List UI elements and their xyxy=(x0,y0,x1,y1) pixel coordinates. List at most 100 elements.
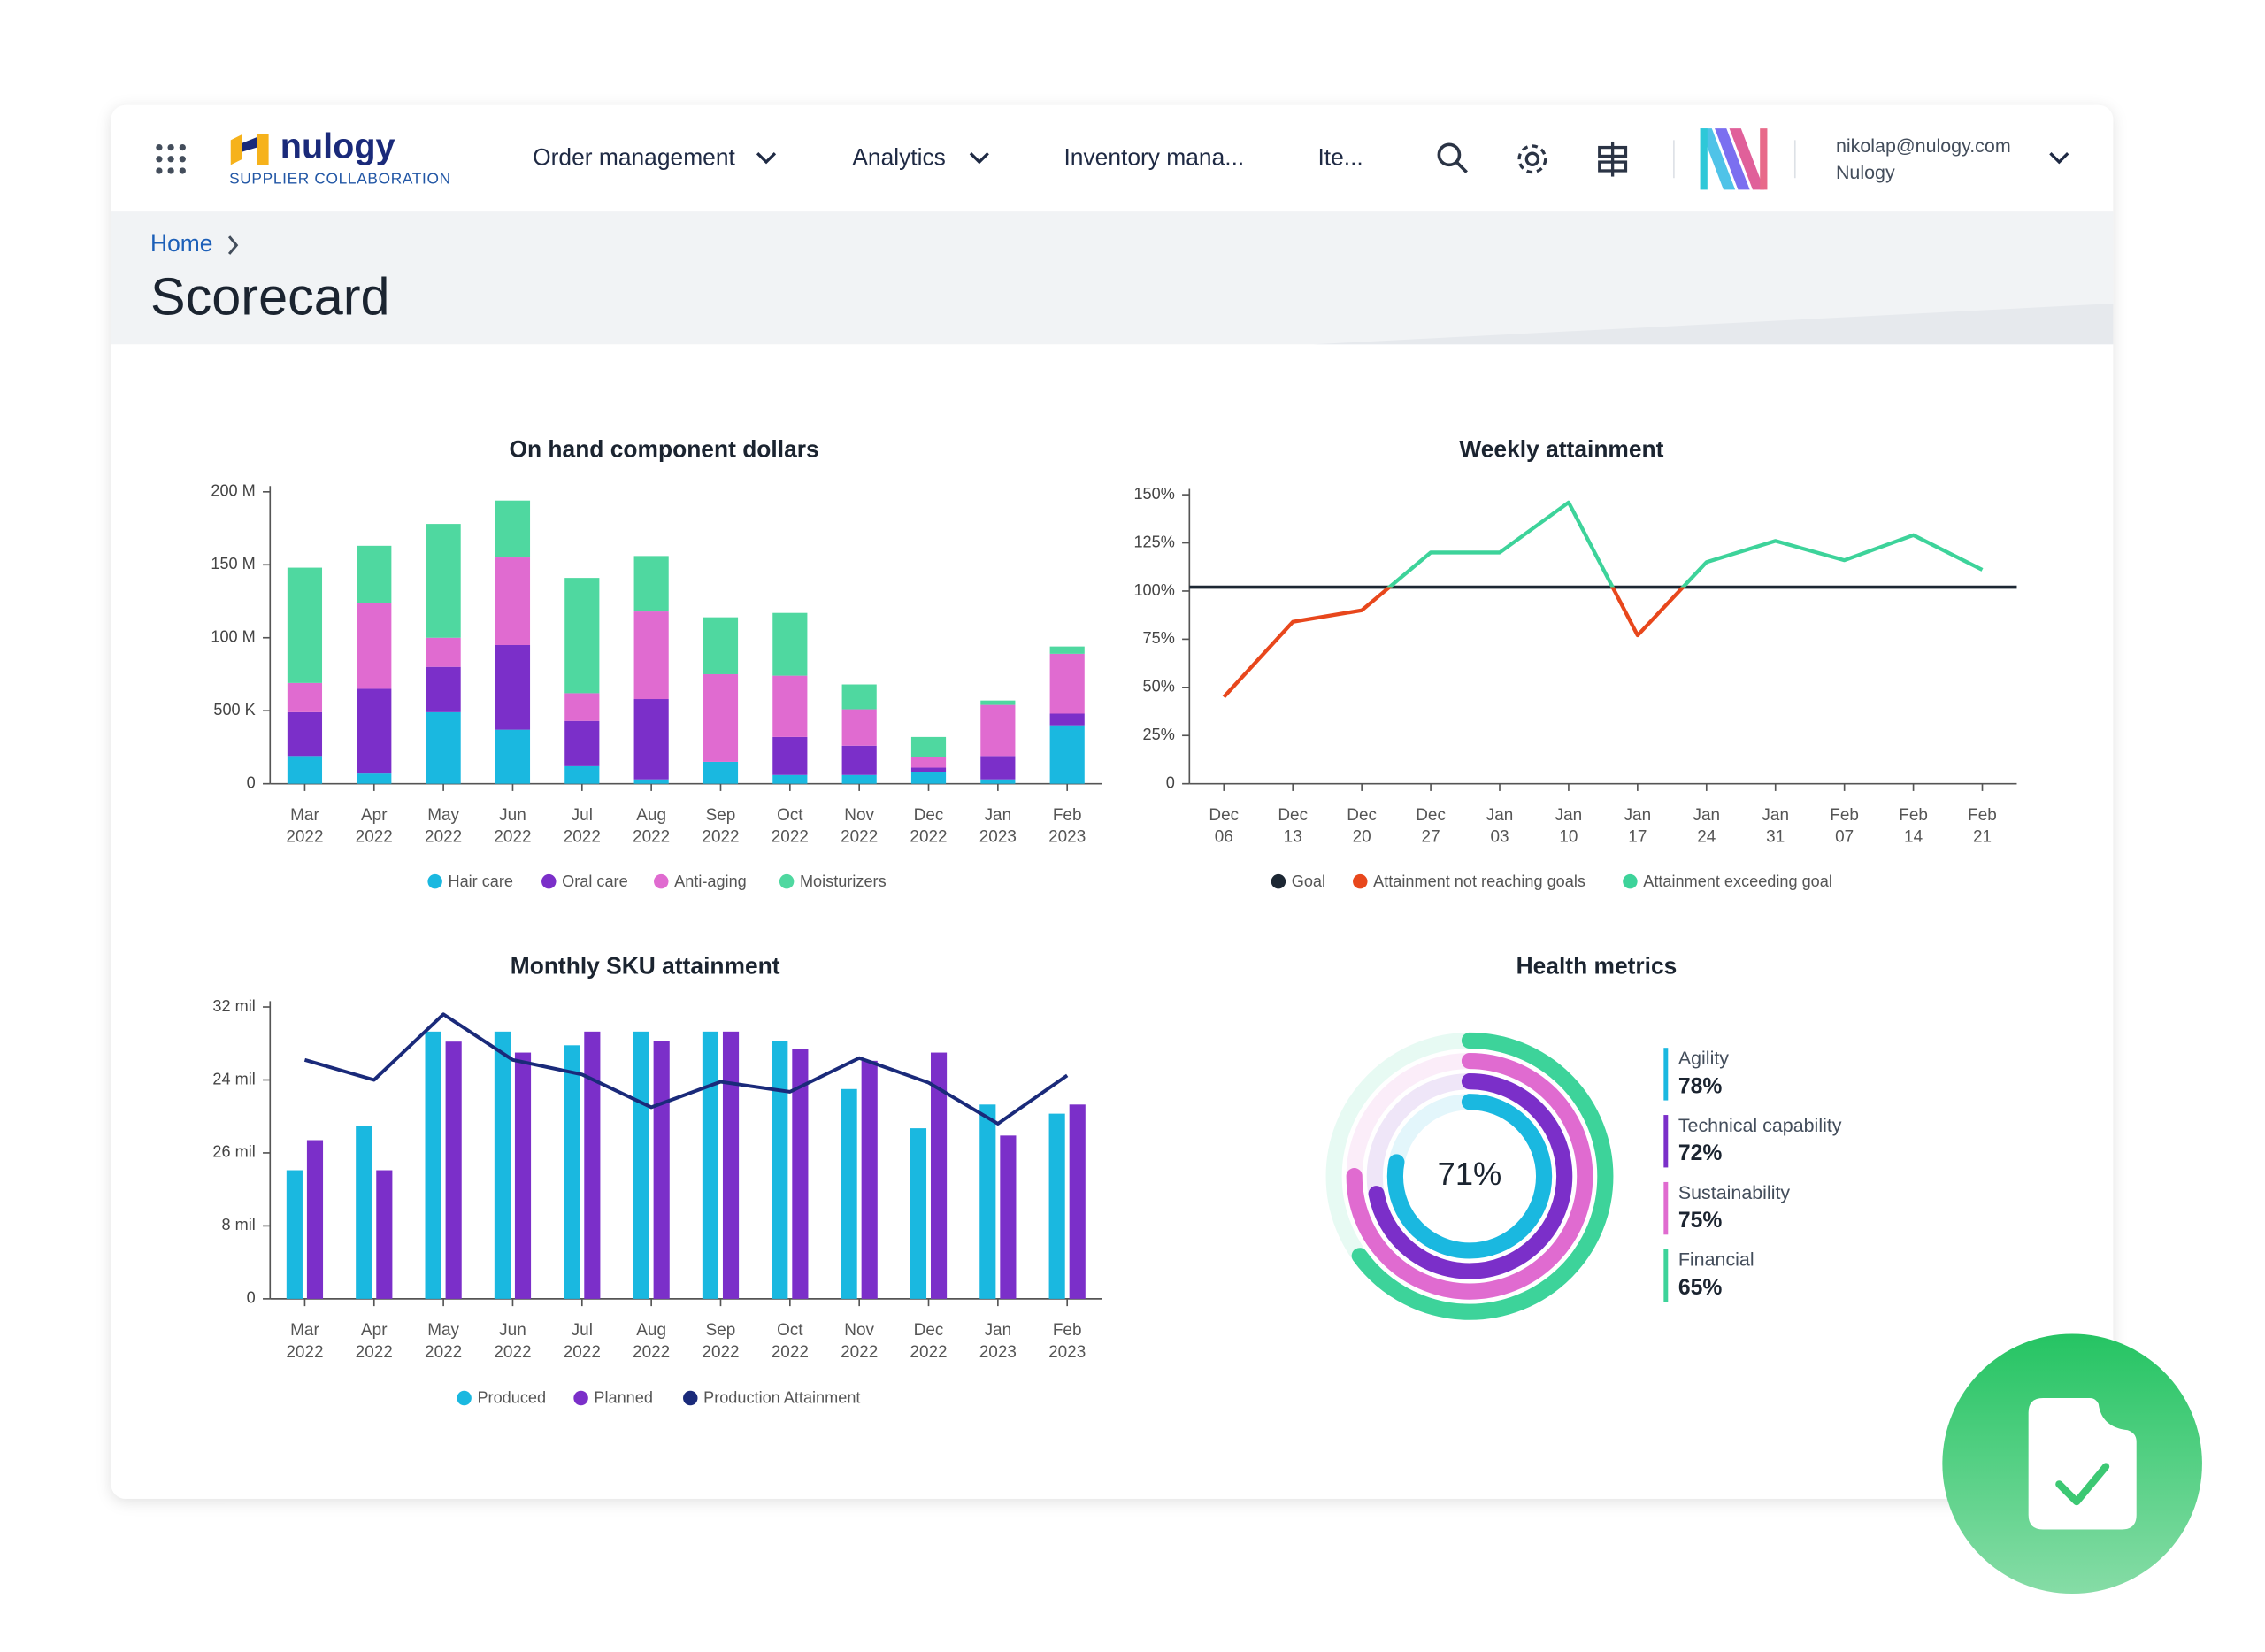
legend-bar xyxy=(1663,1181,1669,1235)
x-tick-label: Dec 06 xyxy=(1209,806,1239,847)
bar xyxy=(841,1088,857,1299)
x-tick-label: Jan 31 xyxy=(1762,806,1789,847)
legend-label: Hair care xyxy=(448,872,513,890)
legend-swatch xyxy=(573,1390,588,1406)
y-tick-label: 32 mil xyxy=(212,997,255,1015)
y-tick-label: 100 M xyxy=(211,628,255,646)
y-tick-label: 200 M xyxy=(211,482,255,500)
x-tick-label: Sep 2022 xyxy=(702,1321,739,1362)
x-tick-label: Dec 2022 xyxy=(910,806,947,847)
legend-label: Moisturizers xyxy=(800,872,887,890)
signpost-icon[interactable] xyxy=(1598,141,1628,177)
logo-subtitle: SUPPLIER COLLABORATION xyxy=(229,169,451,187)
breadcrumb-link[interactable]: Home xyxy=(150,230,212,257)
legend-label: Oral care xyxy=(562,872,628,890)
bar-segment xyxy=(357,603,392,689)
legend-label: Produced xyxy=(477,1389,546,1407)
bar-segment xyxy=(426,711,461,784)
legend-label: Financial xyxy=(1678,1249,1754,1271)
chart-title: Monthly SKU attainment xyxy=(511,952,780,979)
nav-item[interactable]: Ite... xyxy=(1317,144,1363,171)
charts: 0 500 K 100 M 150 M 200 M Mar 2022 Apr 2022 May 20… xyxy=(211,436,2017,1407)
bar xyxy=(910,1128,927,1299)
x-tick-label: Apr 2022 xyxy=(356,806,393,847)
bar-segment xyxy=(357,688,392,774)
x-tick-label: Jun 2022 xyxy=(494,1321,531,1362)
metric-value: 75% xyxy=(1678,1209,1722,1233)
x-tick-label: Dec 20 xyxy=(1347,806,1377,847)
nav-item[interactable]: Order management xyxy=(533,144,735,171)
y-tick-label: 0 xyxy=(247,773,256,791)
x-tick-label: Feb 2023 xyxy=(1048,1321,1086,1362)
bar xyxy=(633,1031,649,1299)
bar xyxy=(356,1126,372,1299)
y-tick-label: 500 K xyxy=(213,701,255,718)
bar-segment xyxy=(1049,713,1085,726)
ring-arc xyxy=(1346,1052,1593,1300)
user-org[interactable]: Nulogy xyxy=(1836,162,1895,183)
bar-segment xyxy=(495,557,531,645)
nav-item[interactable]: Inventory mana... xyxy=(1063,144,1244,171)
legend-swatch xyxy=(779,873,795,889)
center-value: 71% xyxy=(1438,1156,1502,1192)
chart-title: On hand component dollars xyxy=(509,436,818,463)
x-tick-label: Oct 2022 xyxy=(772,806,809,847)
legend-swatch xyxy=(541,873,557,889)
app-menu-icon[interactable] xyxy=(156,143,186,174)
bar xyxy=(1048,1113,1065,1299)
bar-segment xyxy=(1049,725,1085,784)
x-tick-label: Jun 2022 xyxy=(494,806,531,847)
x-tick-label: Jan 03 xyxy=(1486,806,1514,847)
x-tick-label: Jul 2022 xyxy=(564,1321,601,1362)
bar-segment xyxy=(910,757,947,768)
legend-bar xyxy=(1663,1115,1669,1168)
bar-segment xyxy=(495,500,531,558)
y-tick-label: 100% xyxy=(1133,581,1174,599)
bar-segment xyxy=(703,761,739,784)
x-tick-label: Jul 2022 xyxy=(564,806,601,847)
legend-label: Sustainability xyxy=(1678,1182,1791,1203)
bar xyxy=(772,1041,788,1299)
bar-segment xyxy=(1049,646,1085,654)
legend-swatch xyxy=(1271,873,1286,889)
legend-swatch xyxy=(683,1390,698,1406)
logo[interactable]: nulogy SUPPLIER COLLABORATION xyxy=(229,127,451,188)
attainment-line xyxy=(1222,500,1984,699)
legend-label: Attainment exceeding goal xyxy=(1643,872,1832,890)
nav-item[interactable]: Analytics xyxy=(852,144,946,171)
user-email[interactable]: nikolap@nulogy.com xyxy=(1836,135,2011,157)
metric-value: 78% xyxy=(1678,1074,1722,1098)
y-tick-label: 50% xyxy=(1143,678,1175,695)
chevron[interactable] xyxy=(969,152,989,165)
x-tick-label: Apr 2022 xyxy=(356,1321,393,1362)
chevron[interactable] xyxy=(2049,152,2069,165)
x-tick-label: Jan 17 xyxy=(1624,806,1652,847)
x-tick-label: Feb 2023 xyxy=(1048,806,1086,847)
avatar[interactable] xyxy=(1700,128,1768,190)
ring-arc xyxy=(1325,1032,1614,1320)
bar-segment xyxy=(980,756,1016,780)
bar-segment xyxy=(703,617,739,674)
x-tick-label: May 2022 xyxy=(425,806,462,847)
bar-segment xyxy=(426,637,461,667)
chevron[interactable] xyxy=(756,152,777,165)
bar xyxy=(653,1041,670,1299)
bar xyxy=(979,1104,996,1299)
y-tick-label: 0 xyxy=(1166,773,1175,791)
bar-segment xyxy=(1049,653,1085,714)
y-tick-label: 8 mil xyxy=(221,1216,255,1233)
bar-segment xyxy=(910,772,947,784)
search-icon[interactable] xyxy=(1437,142,1468,173)
legend-swatch xyxy=(654,873,669,889)
bar-segment xyxy=(980,704,1016,757)
legend-swatch xyxy=(427,873,442,889)
bar-segment xyxy=(841,774,877,784)
metric-value: 72% xyxy=(1678,1141,1722,1165)
bar-segment xyxy=(633,699,669,780)
legend-label: Attainment not reaching goals xyxy=(1373,872,1586,890)
x-tick-label: Mar 2022 xyxy=(286,1321,323,1362)
settings-icon[interactable] xyxy=(1517,144,1547,174)
x-tick-label: Jan 2023 xyxy=(979,1321,1017,1362)
x-tick-label: Jan 2023 xyxy=(979,806,1017,847)
bar xyxy=(564,1045,580,1299)
